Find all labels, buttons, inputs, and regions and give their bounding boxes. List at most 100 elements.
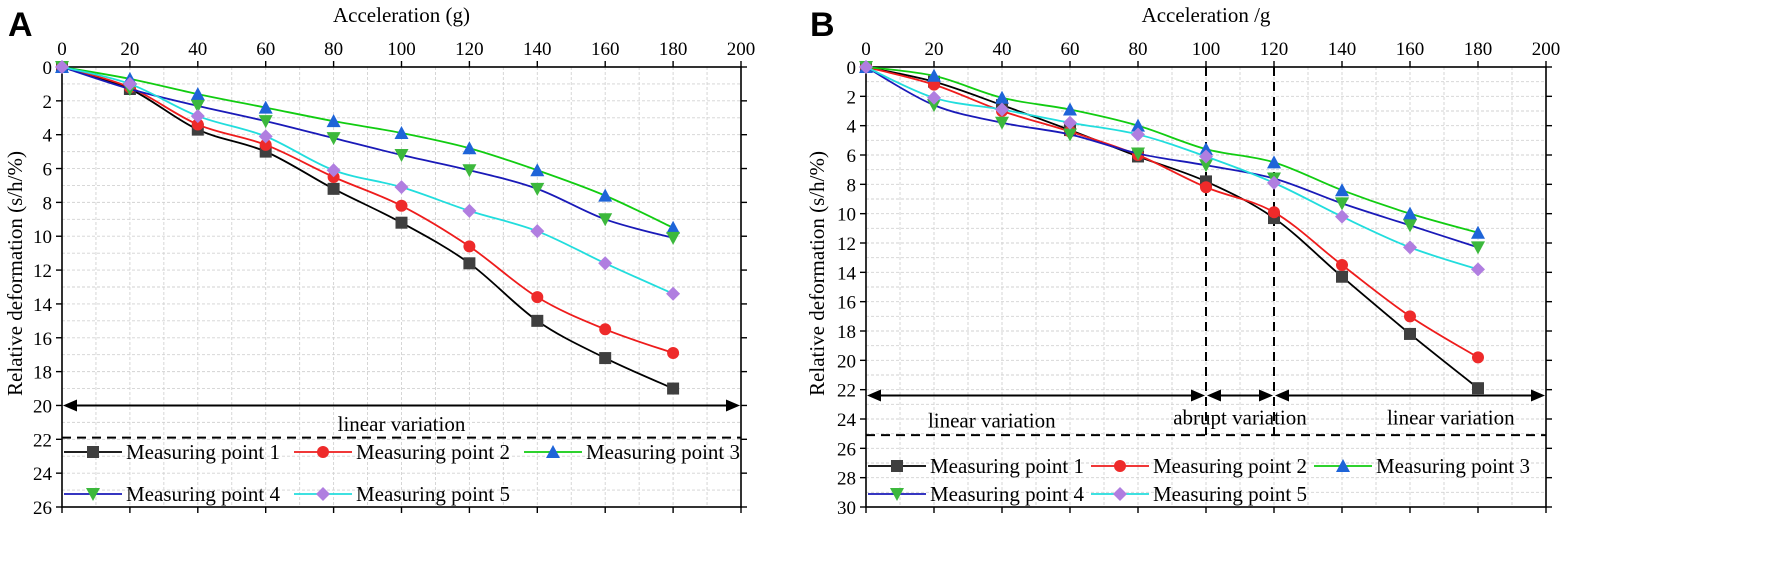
legend-item: Measuring point 2	[1091, 454, 1307, 478]
data-point	[927, 68, 941, 82]
x-tick-label: 80	[324, 39, 343, 60]
data-point	[531, 314, 544, 327]
legend: Measuring point 1 Measuring point 2 Measur…	[868, 454, 1530, 506]
y-tick-label: 14	[33, 295, 53, 316]
data-point	[1267, 175, 1281, 190]
data-point	[1335, 183, 1349, 197]
series-line	[865, 66, 1479, 234]
data-point	[1267, 155, 1281, 169]
x-tick-label: 200	[1532, 39, 1561, 60]
x-tick-label: 0	[861, 39, 871, 60]
legend-item: Measuring point 1	[868, 454, 1084, 478]
data-point	[462, 141, 477, 155]
data-point	[1200, 181, 1212, 194]
data-point	[394, 149, 409, 162]
x-tick-label: 180	[659, 39, 688, 60]
y-tick-label: 6	[847, 146, 857, 167]
data-point	[463, 240, 476, 253]
y-tick-label: 28	[837, 469, 856, 490]
data-point	[1336, 259, 1348, 271]
data-point	[326, 114, 341, 128]
data-point	[927, 90, 941, 105]
annotation-text: linear variation	[1387, 406, 1515, 430]
series-line	[865, 66, 1479, 389]
legend-item: Measuring point 1	[64, 440, 280, 464]
data-point	[1063, 102, 1077, 116]
data-point	[1471, 225, 1485, 239]
data-point	[1063, 128, 1077, 142]
data-point	[598, 213, 613, 227]
y-tick-label: 20	[837, 351, 856, 372]
data-point	[1335, 209, 1349, 224]
y-tick-label: 26	[33, 498, 52, 519]
data-point	[1268, 206, 1280, 219]
range-arrow	[63, 399, 740, 412]
data-point	[599, 352, 612, 365]
x-tick-label: 100	[387, 39, 416, 60]
x-tick-label: 140	[523, 39, 552, 60]
series-line	[61, 66, 674, 229]
y-tick-label: 24	[837, 410, 857, 431]
legend-item: Measuring point 5	[294, 482, 510, 506]
data-point	[395, 216, 408, 229]
data-point	[530, 163, 545, 177]
legend-item: Measuring point 3	[524, 440, 740, 464]
data-point	[598, 256, 613, 271]
data-point	[55, 60, 69, 74]
annotation-text: linear variation	[928, 408, 1056, 432]
data-point	[191, 118, 204, 131]
data-point	[190, 99, 205, 113]
data-point	[327, 182, 340, 195]
x-tick-label: 120	[455, 39, 484, 60]
range-arrow	[1207, 389, 1273, 402]
chart-panel-B: B0 20 40 60 80 100 120 140 160 180 200024681012141…	[805, 3, 1560, 519]
range-arrow	[1275, 389, 1545, 402]
series-5	[55, 60, 681, 301]
x-axis-title: Acceleration /g	[1142, 3, 1271, 27]
x-axis-title: Acceleration (g)	[333, 3, 470, 27]
x-tick-label: 60	[256, 39, 275, 60]
y-tick-label: 0	[847, 58, 857, 79]
y-tick-label: 10	[837, 205, 856, 226]
y-tick-label: 4	[43, 126, 53, 147]
y-tick-label: 18	[33, 363, 52, 384]
legend-label: Measuring point 4	[126, 482, 280, 506]
legend-marker	[890, 488, 904, 501]
y-tick-label: 8	[43, 193, 53, 214]
data-point	[666, 220, 681, 234]
data-point	[598, 188, 613, 202]
legend-marker	[86, 488, 100, 501]
y-tick-label: 6	[43, 160, 53, 181]
data-point	[258, 129, 273, 144]
data-point	[1199, 159, 1213, 173]
y-tick-label: 14	[837, 263, 857, 284]
data-point	[394, 180, 409, 195]
legend-marker	[87, 446, 99, 458]
legend-label: Measuring point 3	[586, 440, 740, 464]
y-tick-label: 0	[43, 58, 53, 79]
data-point	[1131, 118, 1145, 132]
legend-item: Measuring point 4	[64, 482, 280, 506]
panel-label: A	[8, 6, 33, 44]
x-tick-label: 120	[1260, 39, 1289, 60]
data-point	[258, 115, 273, 129]
data-point	[190, 109, 205, 124]
y-tick-label: 10	[33, 227, 52, 248]
data-point	[326, 163, 341, 178]
x-tick-label: 140	[1328, 39, 1357, 60]
data-point	[1404, 327, 1416, 340]
legend: Measuring point 1 Measuring point 2 Measur…	[64, 440, 740, 506]
data-point	[259, 138, 272, 151]
y-tick-label: 22	[837, 381, 856, 402]
legend-label: Measuring point 2	[356, 440, 510, 464]
data-point	[1472, 382, 1484, 395]
legend-label: Measuring point 5	[356, 482, 510, 506]
data-point	[1471, 241, 1485, 255]
legend-item: Measuring point 2	[294, 440, 510, 464]
data-point	[463, 257, 476, 270]
legend-marker	[1114, 460, 1126, 472]
legend-label: Measuring point 5	[1153, 482, 1307, 506]
data-point	[1336, 270, 1348, 283]
y-tick-label: 18	[837, 322, 856, 343]
data-point	[1131, 127, 1145, 142]
